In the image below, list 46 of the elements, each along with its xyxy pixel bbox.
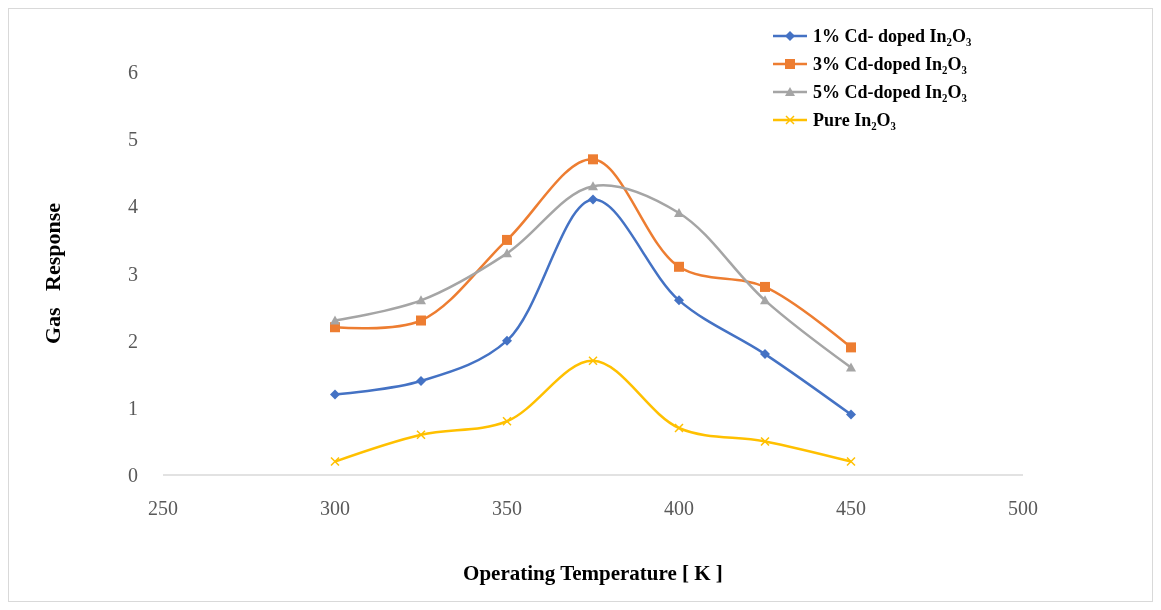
point: [330, 389, 340, 400]
point: [416, 315, 426, 326]
point: [674, 295, 684, 306]
x-axis-title: Operating Temperature [ K ]: [463, 561, 723, 585]
point: [416, 295, 426, 305]
y-tick-label: 0: [128, 464, 138, 486]
point: [502, 248, 512, 258]
point: [674, 423, 684, 433]
point: [760, 349, 770, 360]
point: [674, 208, 684, 218]
y-tick-label: 6: [128, 61, 138, 83]
point: [330, 456, 340, 467]
point: [502, 335, 512, 346]
x-tick-label: 400: [664, 497, 694, 519]
y-tick-label: 4: [128, 195, 138, 218]
point: [502, 416, 512, 427]
point: [588, 356, 598, 366]
point: [330, 315, 340, 325]
point: [846, 362, 856, 372]
point: [846, 342, 856, 353]
legend-label: 1% Cd- doped In₂O₃: [813, 26, 972, 46]
point: [588, 181, 598, 191]
x-tick-label: 300: [320, 497, 350, 519]
legend-label: 3% Cd-doped In₂O₃: [813, 54, 968, 74]
point: [416, 375, 426, 386]
point: [502, 234, 512, 245]
y-tick-label: 3: [128, 262, 138, 285]
y-tick-label: 5: [128, 128, 138, 151]
point: [760, 436, 770, 447]
point: [588, 154, 598, 165]
point: [416, 429, 426, 440]
point: [674, 261, 684, 272]
x-tick-label: 500: [1008, 497, 1038, 519]
x-tick-label: 250: [148, 497, 178, 519]
y-axis-title: Gas Response: [40, 202, 65, 345]
legend-label: 5% Cd-doped In₂O₃: [813, 82, 968, 102]
point: [760, 281, 770, 292]
legend-label: Pure In₂O₃: [813, 110, 897, 130]
x-tick-label: 350: [492, 497, 522, 519]
point: [588, 194, 598, 205]
x-tick-label: 450: [836, 497, 866, 519]
point: [846, 456, 856, 467]
y-tick-label: 1: [128, 396, 138, 419]
y-tick-label: 2: [128, 329, 138, 352]
point: [846, 409, 856, 420]
point: [760, 295, 770, 305]
